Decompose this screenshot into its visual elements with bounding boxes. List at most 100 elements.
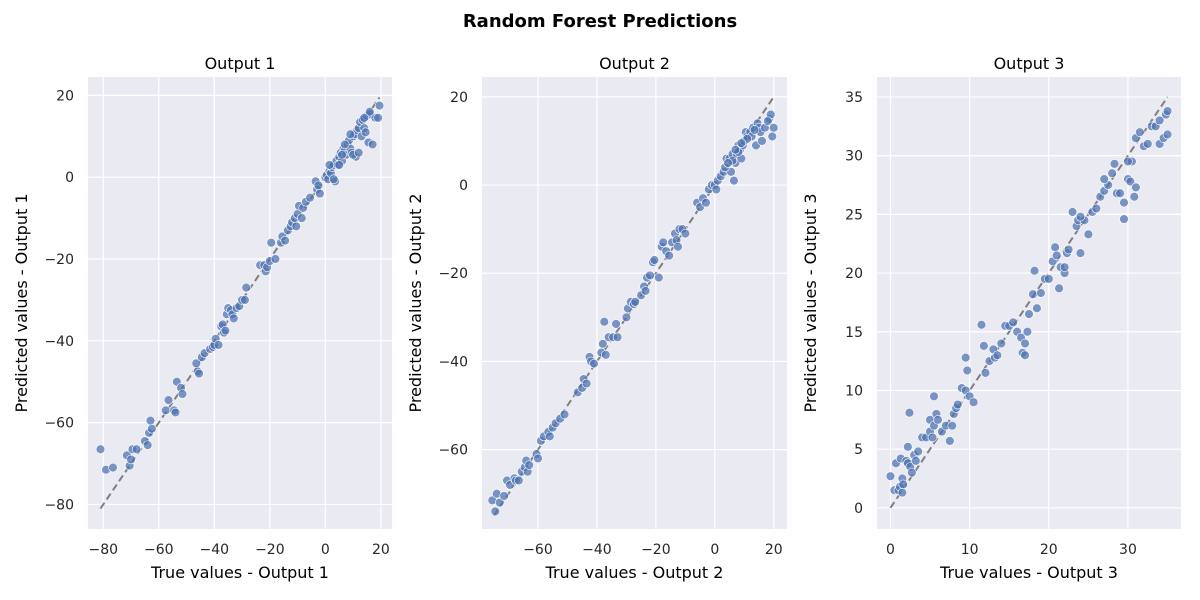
data-point — [297, 213, 307, 223]
x-tick-label: −80 — [88, 542, 118, 558]
data-point — [913, 446, 923, 457]
data-point — [907, 467, 917, 478]
x-tick-label: 0 — [886, 542, 895, 558]
data-point — [1024, 309, 1034, 319]
data-point — [1115, 188, 1125, 198]
data-point — [1162, 106, 1173, 116]
data-point — [736, 138, 747, 148]
y-tick-label: −80 — [44, 497, 74, 513]
data-point — [1022, 327, 1033, 337]
y-tick-label: −60 — [438, 443, 468, 459]
data-point — [163, 395, 174, 405]
data-point — [630, 297, 640, 307]
data-point — [145, 415, 156, 426]
x-tick-label: −40 — [200, 542, 230, 558]
data-point — [649, 255, 660, 265]
data-point — [1083, 229, 1094, 240]
data-point — [1119, 214, 1129, 224]
data-point — [533, 453, 543, 464]
data-point — [1052, 250, 1062, 261]
data-point — [980, 368, 991, 378]
y-tick-label: 30 — [845, 149, 863, 165]
panel-title: Output 1 — [205, 54, 276, 73]
y-tick-label: −20 — [438, 266, 468, 282]
data-point — [911, 456, 921, 466]
y-tick-label: 20 — [450, 90, 468, 106]
data-point — [581, 378, 592, 389]
data-point — [337, 150, 347, 160]
data-point — [903, 442, 913, 452]
data-point — [996, 338, 1006, 349]
data-point — [927, 432, 938, 443]
data-point — [962, 365, 972, 376]
data-point — [545, 431, 555, 442]
data-point — [1135, 127, 1145, 137]
data-point — [612, 332, 623, 342]
data-point — [947, 420, 957, 431]
data-point — [611, 319, 621, 329]
data-point — [494, 497, 505, 508]
data-point — [359, 113, 369, 123]
data-point — [328, 174, 339, 184]
data-point — [490, 506, 500, 517]
data-point — [680, 228, 691, 239]
data-point — [1044, 274, 1054, 284]
y-tick-label: 10 — [845, 383, 863, 399]
y-axis-label: Predicted values - Output 3 — [801, 193, 820, 412]
y-tick-label: 20 — [56, 88, 74, 104]
data-point — [170, 407, 181, 418]
data-point — [360, 127, 371, 137]
data-point — [194, 368, 204, 379]
data-point — [229, 313, 239, 324]
data-point — [730, 145, 741, 155]
y-tick-label: 35 — [845, 90, 863, 106]
y-tick-label: 15 — [845, 325, 863, 341]
data-point — [177, 389, 188, 399]
panel-title: Output 2 — [599, 54, 670, 73]
data-point — [1125, 176, 1136, 187]
data-point — [763, 116, 773, 126]
data-point — [1119, 197, 1129, 208]
data-point — [266, 237, 276, 248]
x-tick-label: 0 — [321, 542, 330, 558]
data-point — [1008, 317, 1018, 328]
x-tick-label: 20 — [1040, 542, 1058, 558]
data-point — [1162, 129, 1173, 140]
chart-panel-1: −80 −60 −40 −20 0 20 −80 −60 −40 −20 0 20 Output 1 Tr… — [12, 54, 392, 582]
data-point — [1075, 212, 1086, 222]
data-point — [749, 125, 760, 135]
data-point — [598, 339, 608, 349]
data-point — [315, 188, 325, 199]
data-point — [499, 491, 509, 501]
data-point — [374, 100, 385, 111]
data-point — [757, 136, 767, 146]
y-tick-label: 0 — [854, 501, 863, 517]
data-point — [1063, 244, 1074, 255]
data-point — [933, 415, 943, 425]
y-tick-label: 0 — [459, 178, 468, 194]
x-tick-label: −40 — [582, 542, 612, 558]
x-tick-label: −60 — [144, 542, 174, 558]
data-point — [1129, 192, 1139, 202]
data-point — [1131, 182, 1141, 193]
data-point — [291, 221, 301, 232]
data-point — [976, 320, 987, 330]
data-point — [514, 475, 524, 486]
x-axis-label: True values - Output 2 — [545, 563, 724, 582]
data-point — [929, 391, 939, 402]
data-point — [220, 325, 231, 336]
data-point — [945, 436, 955, 446]
data-point — [1036, 288, 1046, 298]
data-point — [599, 317, 609, 327]
x-tick-label: 30 — [1119, 542, 1137, 558]
data-point — [108, 462, 118, 473]
data-point — [524, 460, 534, 470]
x-tick-label: −20 — [255, 542, 285, 558]
x-tick-label: 20 — [765, 542, 783, 558]
panel-title: Output 3 — [994, 54, 1065, 73]
data-point — [270, 254, 281, 264]
data-point — [305, 192, 315, 203]
data-point — [367, 139, 378, 150]
data-point — [213, 340, 224, 350]
y-tick-label: 20 — [845, 266, 863, 282]
